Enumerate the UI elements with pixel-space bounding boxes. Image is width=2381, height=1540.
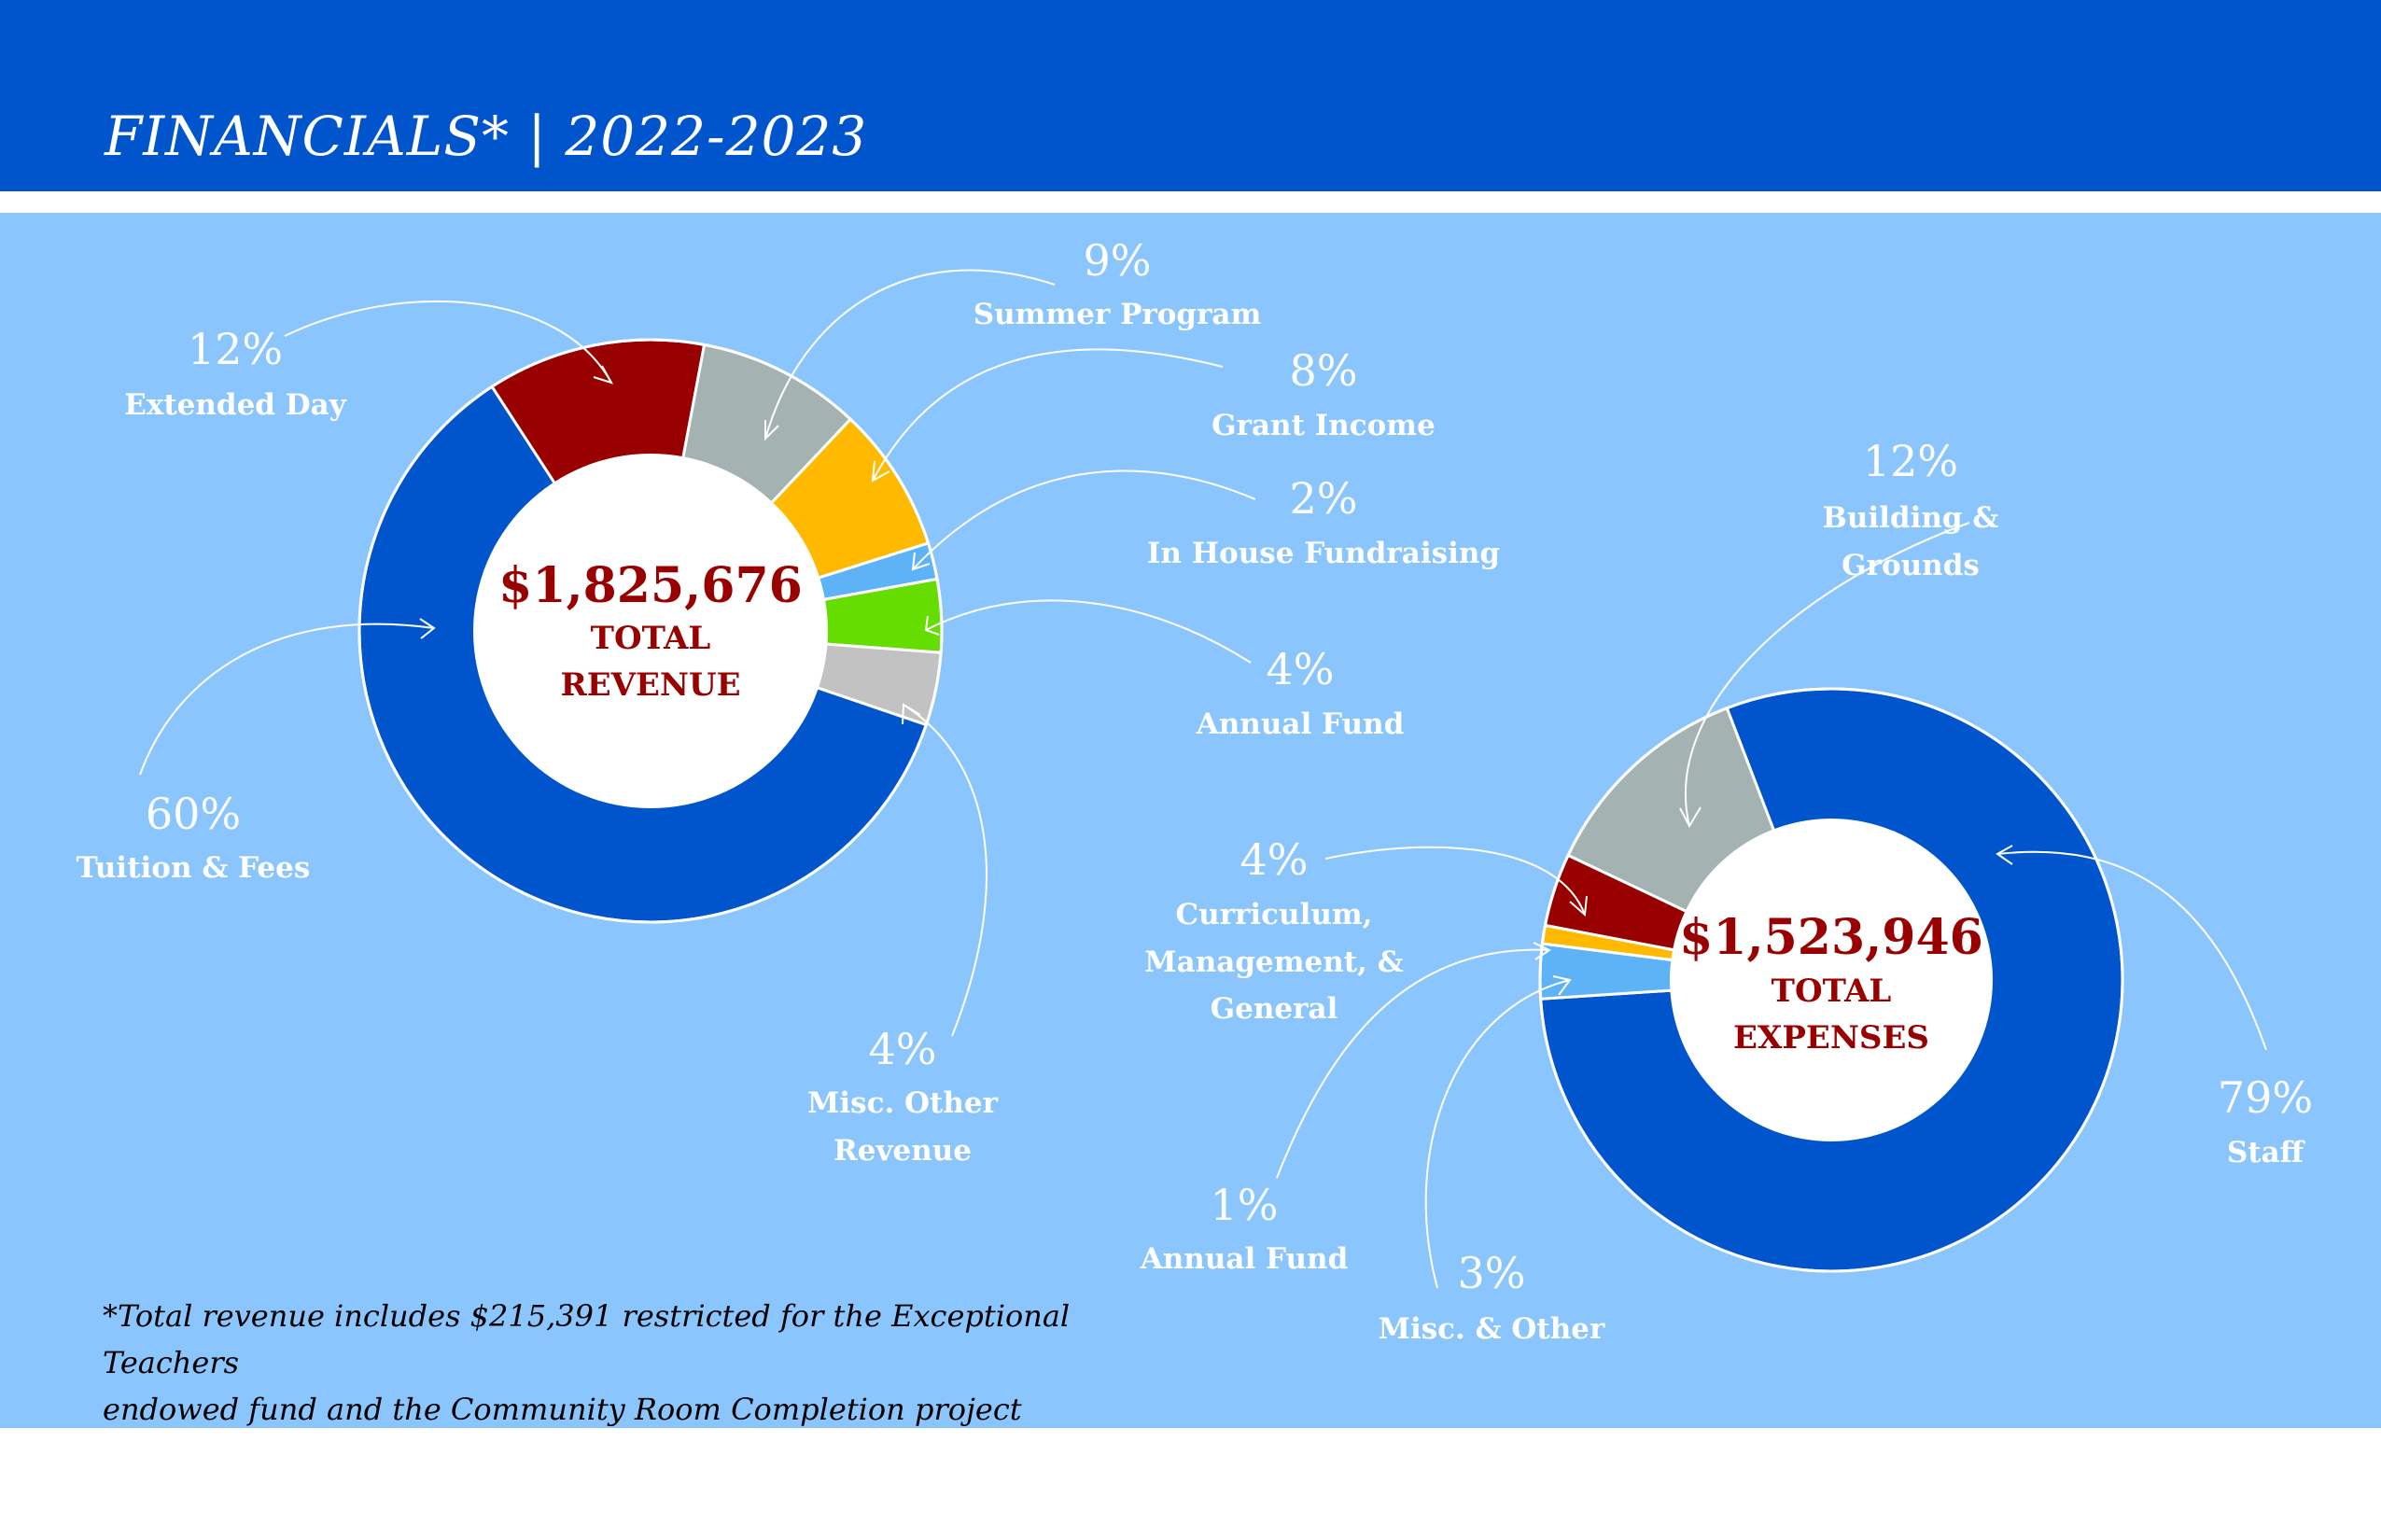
expenses-curriculum-label-line3: General <box>1211 992 1338 1026</box>
expenses-outline <box>1538 687 2124 1273</box>
expenses-building-grounds-label-line2: Grounds <box>1842 549 1980 582</box>
revenue-arrowheads <box>419 365 940 725</box>
revenue-extended-day-pct: 12% <box>188 324 283 374</box>
revenue-tuition-fees-label: Tuition & Fees <box>77 851 311 885</box>
expenses-building-grounds-pct: 12% <box>1863 436 1958 486</box>
expenses-curriculum-label-line1: Curriculum, <box>1176 898 1373 931</box>
revenue-in-house-fundraising-pct: 2% <box>1290 473 1358 524</box>
revenue-total-label-line1: TOTAL <box>591 620 711 657</box>
expenses-staff-pct: 79% <box>2218 1072 2313 1123</box>
expenses-curriculum-label-line2: Management, & <box>1144 945 1403 979</box>
revenue-tuition-fees-pct: 60% <box>146 789 241 839</box>
revenue-in-house-fundraising-label: In House Fundraising <box>1147 537 1500 570</box>
revenue-misc-other-label-line2: Revenue <box>833 1134 972 1168</box>
revenue-summer-program-pct: 9% <box>1084 235 1152 286</box>
expenses-misc-other-pct: 3% <box>1458 1248 1526 1298</box>
revenue-grant-income-label: Grant Income <box>1212 409 1436 442</box>
footnote: *Total revenue includes $215,391 restric… <box>103 1293 1129 1433</box>
expenses-arrowheads <box>1533 806 2013 996</box>
revenue-leader-lines <box>139 269 1256 1037</box>
header-bar: FINANCIALS* | 2022-2023 <box>0 0 2381 191</box>
expenses-leader-lines <box>1276 522 2267 1289</box>
revenue-annual-fund-label: Annual Fund <box>1196 707 1405 741</box>
revenue-donut-hole <box>473 454 828 808</box>
revenue-misc-other-label-line1: Misc. Other <box>807 1086 999 1120</box>
expenses-annual-fund-label: Annual Fund <box>1140 1242 1349 1276</box>
footnote-line-1: *Total revenue includes $215,391 restric… <box>103 1298 1071 1380</box>
expenses-building-grounds-label-line1: Building & <box>1823 501 1999 535</box>
expenses-curriculum-pct: 4% <box>1240 834 1309 885</box>
expenses-annual-fund-pct: 1% <box>1211 1180 1279 1230</box>
revenue-misc-other-pct: 4% <box>869 1024 937 1074</box>
revenue-extended-day-label: Extended Day <box>124 388 347 422</box>
expenses-donut-hole <box>1670 819 1993 1141</box>
revenue-annual-fund-pct: 4% <box>1267 644 1335 694</box>
revenue-summer-program-label: Summer Program <box>973 298 1262 331</box>
expenses-total-amount: $1,523,946 <box>1679 909 1983 966</box>
footnote-line-2: endowed fund and the Community Room Comp… <box>103 1392 1022 1427</box>
expenses-total-label-line1: TOTAL <box>1772 973 1892 1010</box>
revenue-outline <box>357 338 944 924</box>
expenses-total-label-line2: EXPENSES <box>1733 1019 1929 1057</box>
revenue-grant-income-pct: 8% <box>1290 345 1358 396</box>
revenue-total-label-line2: REVENUE <box>560 666 740 704</box>
expenses-misc-other-label: Misc. & Other <box>1379 1312 1605 1346</box>
expenses-staff-label: Staff <box>2227 1136 2306 1169</box>
page-title: FINANCIALS* | 2022-2023 <box>105 105 868 168</box>
revenue-total-amount: $1,825,676 <box>498 557 803 614</box>
